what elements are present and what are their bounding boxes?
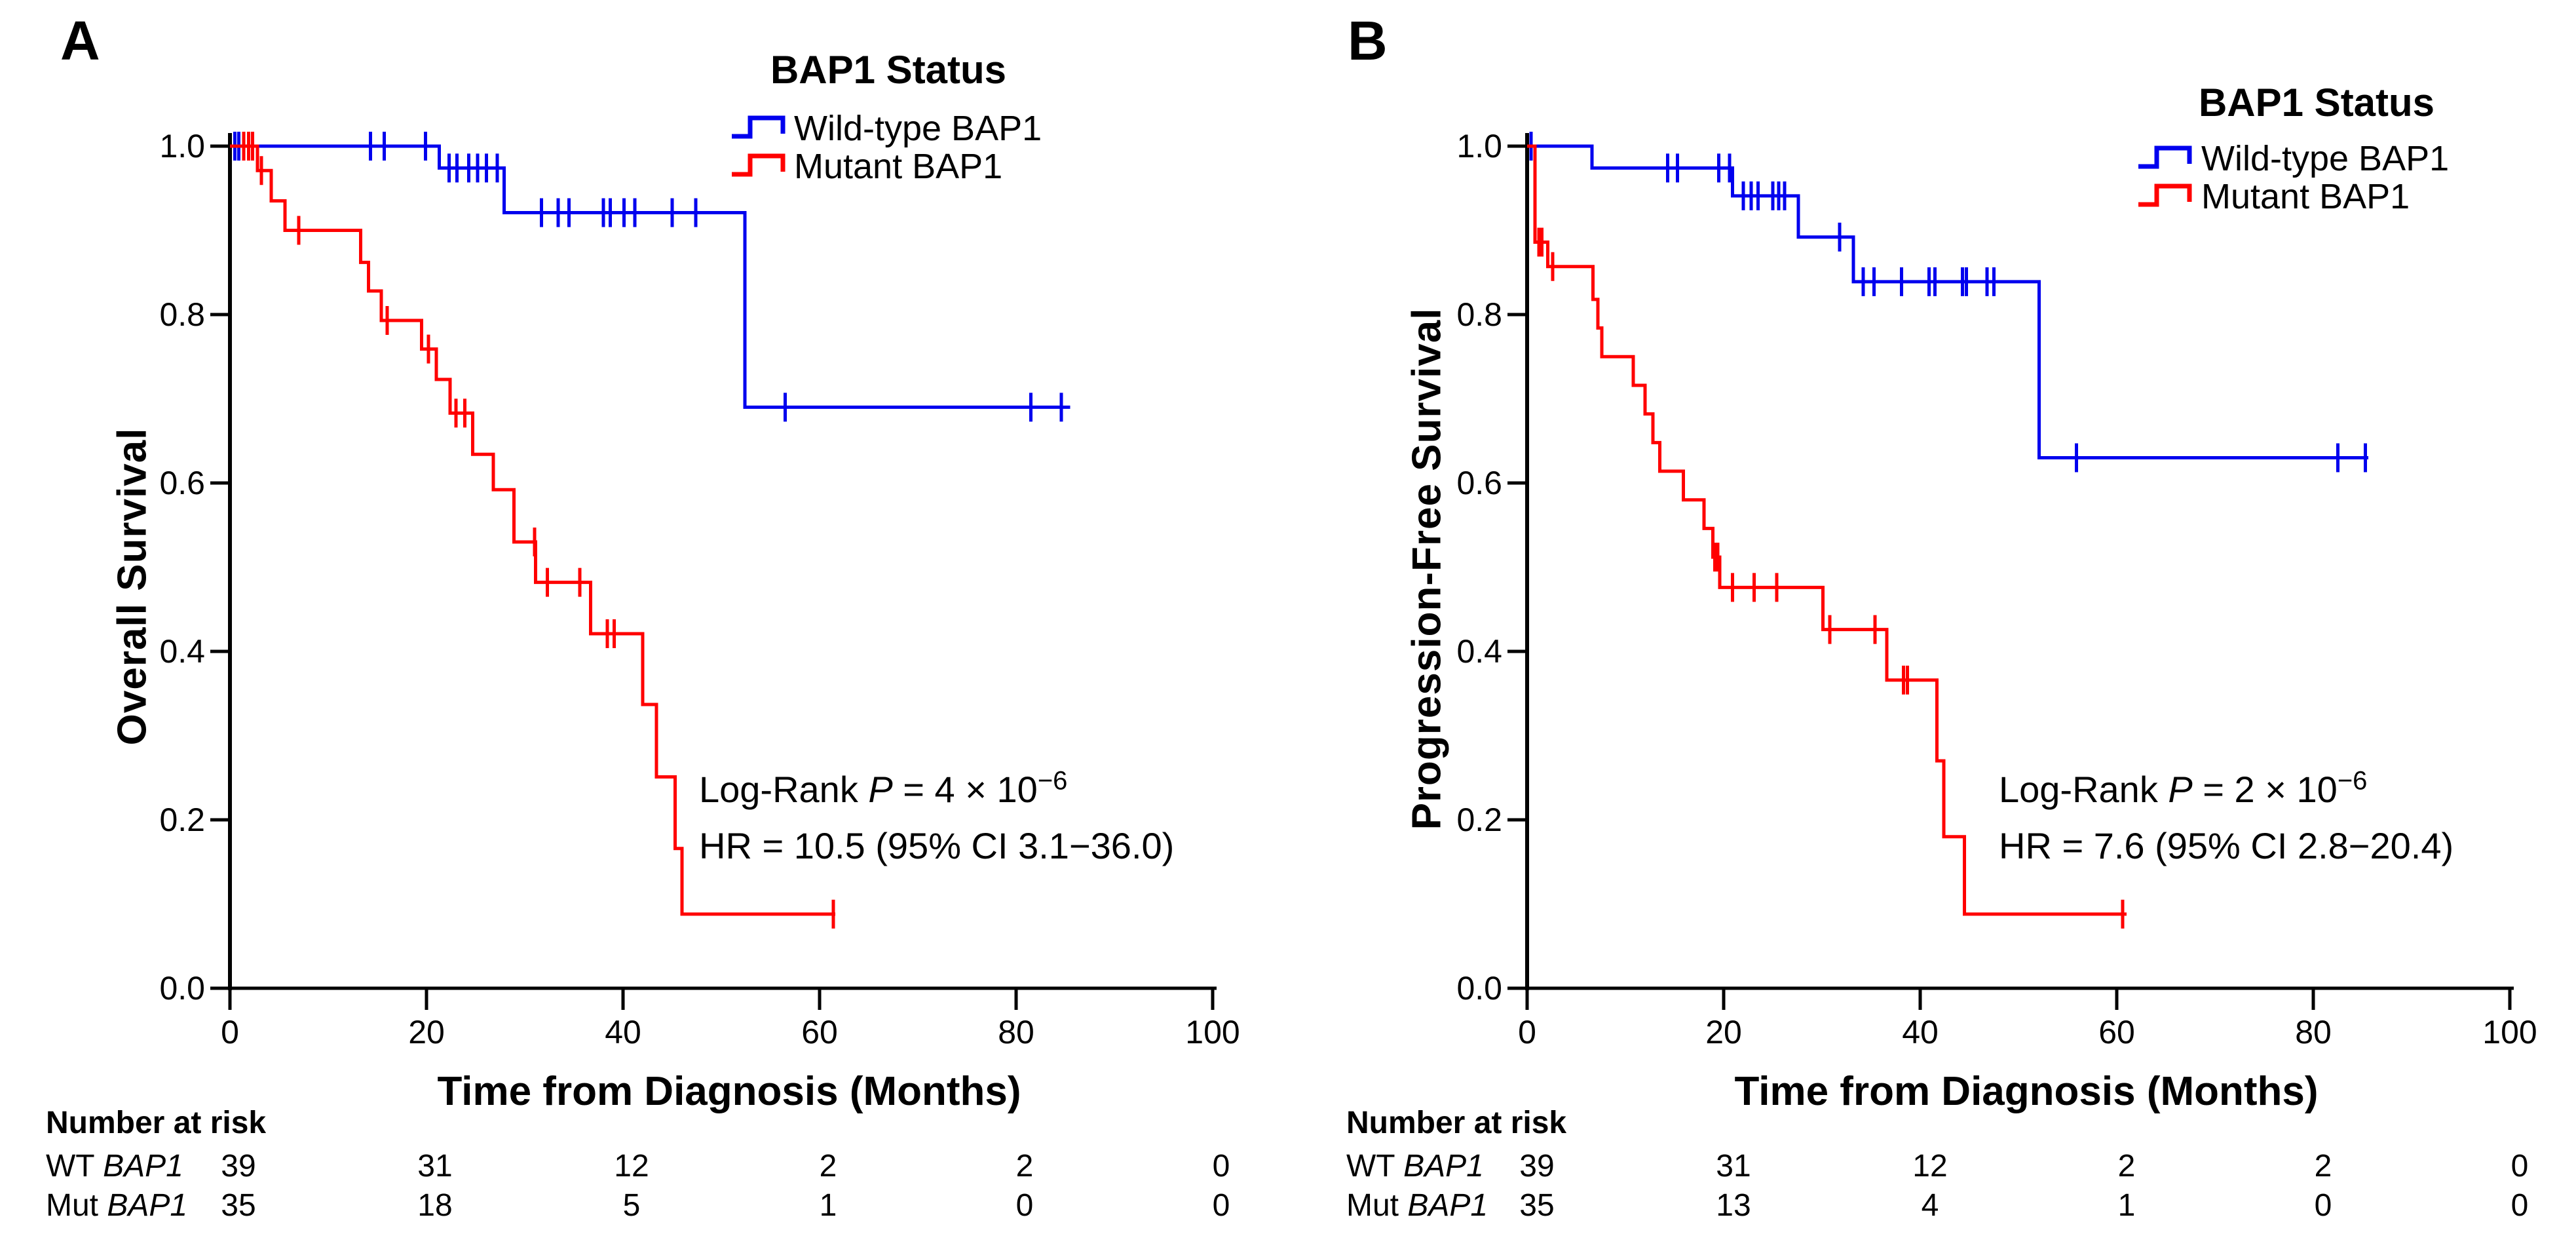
y-tick-label: 0.8 xyxy=(159,296,205,333)
risk-count: 4 xyxy=(1921,1188,1939,1223)
risk-count: 0 xyxy=(2510,1149,2529,1184)
risk-row-label: Mut BAP1 xyxy=(1346,1188,1488,1223)
panel-a-logrank-line: Log-Rank P = 4 × 10−6 xyxy=(699,766,1068,810)
panel-b-legend-entry-mutant xyxy=(2137,178,2197,218)
panel-a-legend-title: BAP1 Status xyxy=(770,48,1007,92)
risk-count: 5 xyxy=(622,1188,641,1223)
y-tick-label: 0.0 xyxy=(1456,970,1502,1007)
x-tick-label: 60 xyxy=(2098,1014,2135,1051)
panel-b-logrank-line: Log-Rank P = 2 × 10−6 xyxy=(1999,766,2368,810)
y-tick-label: 0.6 xyxy=(1456,465,1502,501)
x-tick-label: 40 xyxy=(605,1014,641,1051)
risk-count: 12 xyxy=(614,1149,649,1184)
risk-count: 2 xyxy=(2117,1149,2136,1184)
risk-count: 35 xyxy=(221,1188,256,1223)
x-tick-label: 0 xyxy=(221,1014,239,1051)
risk-count: 2 xyxy=(1015,1149,1034,1184)
risk-count: 0 xyxy=(1212,1149,1230,1184)
panel-a-risk-row-wildtype: WT BAP1 39 31 12 2 2 0 xyxy=(0,1148,1288,1185)
panel-b-legend-label-mutant: Mutant BAP1 xyxy=(2201,177,2410,216)
panel-a-label: A xyxy=(60,10,100,71)
panel-a-legend-label-wildtype: Wild-type BAP1 xyxy=(794,109,1042,148)
km-curve-wild-type-bap1 xyxy=(1527,144,2368,459)
km-curve-mutant-bap1 xyxy=(1527,144,2127,916)
step-line-icon xyxy=(732,115,786,139)
x-tick-label: 60 xyxy=(801,1014,838,1051)
panel-b-statistics-annotation: Log-Rank P = 2 × 10−6 HR = 7.6 (95% CI 2… xyxy=(1999,761,2453,874)
panel-b-hr-line: HR = 7.6 (95% CI 2.8−20.4) xyxy=(1999,825,2454,866)
x-tick-label: 40 xyxy=(1902,1014,1939,1051)
risk-count: 0 xyxy=(1212,1188,1230,1223)
panel-b-risk-row-wildtype: WT BAP1 39 31 12 2 2 0 xyxy=(0,1148,2576,1185)
x-tick-label: 100 xyxy=(1185,1014,1240,1051)
risk-row-label: Mut BAP1 xyxy=(46,1188,188,1223)
panel-a-risk-row-mutant: Mut BAP1 35 18 5 1 0 0 xyxy=(0,1187,1288,1224)
x-tick-label: 0 xyxy=(1518,1014,1536,1051)
panel-a-hr-line: HR = 10.5 (95% CI 3.1−36.0) xyxy=(699,825,1175,866)
step-line-icon xyxy=(2138,145,2192,169)
risk-count: 35 xyxy=(1519,1188,1555,1223)
x-tick-label: 80 xyxy=(998,1014,1034,1051)
y-tick-label: 0.0 xyxy=(159,970,205,1007)
step-line-icon xyxy=(2138,183,2192,207)
panel-a-legend-entry-mutant xyxy=(730,148,791,188)
risk-count: 0 xyxy=(2314,1188,2332,1223)
panel-b-label: B xyxy=(1348,10,1388,71)
risk-count: 31 xyxy=(417,1149,453,1184)
risk-count: 0 xyxy=(2510,1188,2529,1223)
y-tick-label: 0.4 xyxy=(1456,633,1502,670)
panel-b-risk-row-mutant: Mut BAP1 35 13 4 1 0 0 xyxy=(0,1187,2576,1224)
panel-a-legend-label-mutant: Mutant BAP1 xyxy=(794,147,1003,186)
panel-b-y-axis-title: Progression-Free Survival xyxy=(1404,307,1450,830)
panel-a-x-axis-title: Time from Diagnosis (Months) xyxy=(437,1069,1021,1114)
panel-a-statistics-annotation: Log-Rank P = 4 × 10−6 HR = 10.5 (95% CI … xyxy=(699,761,1174,874)
panel-b-legend-entry-wildtype xyxy=(2137,140,2197,180)
risk-count: 18 xyxy=(417,1188,453,1223)
x-tick-label: 100 xyxy=(2482,1014,2537,1051)
risk-count: 0 xyxy=(1015,1188,1034,1223)
panel-b-x-axis-title: Time from Diagnosis (Months) xyxy=(1734,1069,2319,1114)
risk-row-label: WT BAP1 xyxy=(46,1149,183,1184)
risk-count: 2 xyxy=(2314,1149,2332,1184)
panel-a-legend-entry-wildtype xyxy=(730,110,791,150)
y-tick-label: 1.0 xyxy=(1456,128,1502,164)
y-tick-label: 0.2 xyxy=(159,801,205,838)
y-tick-label: 0.2 xyxy=(1456,801,1502,838)
risk-count: 12 xyxy=(1912,1149,1948,1184)
risk-row-label: WT BAP1 xyxy=(1346,1149,1484,1184)
y-tick-label: 0.6 xyxy=(159,465,205,501)
risk-count: 2 xyxy=(819,1149,837,1184)
x-tick-label: 20 xyxy=(1705,1014,1742,1051)
risk-count: 39 xyxy=(1519,1149,1555,1184)
y-tick-label: 0.8 xyxy=(1456,296,1502,333)
panel-a-y-axis-title: Overall Survival xyxy=(109,427,155,746)
risk-count: 39 xyxy=(221,1149,256,1184)
risk-count: 1 xyxy=(819,1188,837,1223)
panel-b-risk-table-header: Number at risk xyxy=(1346,1106,1567,1140)
km-curve-wild-type-bap1 xyxy=(230,144,1070,409)
step-line-icon xyxy=(732,153,786,177)
panel-a-risk-table-header: Number at risk xyxy=(46,1106,267,1140)
panel-b-legend-title: BAP1 Status xyxy=(2198,81,2435,125)
panel-b-legend-label-wildtype: Wild-type BAP1 xyxy=(2201,139,2450,178)
risk-count: 13 xyxy=(1716,1188,1751,1223)
x-tick-label: 20 xyxy=(408,1014,445,1051)
risk-count: 31 xyxy=(1716,1149,1751,1184)
x-tick-label: 80 xyxy=(2295,1014,2332,1051)
risk-count: 1 xyxy=(2117,1188,2136,1223)
y-tick-label: 0.4 xyxy=(159,633,205,670)
y-tick-label: 1.0 xyxy=(159,128,205,164)
